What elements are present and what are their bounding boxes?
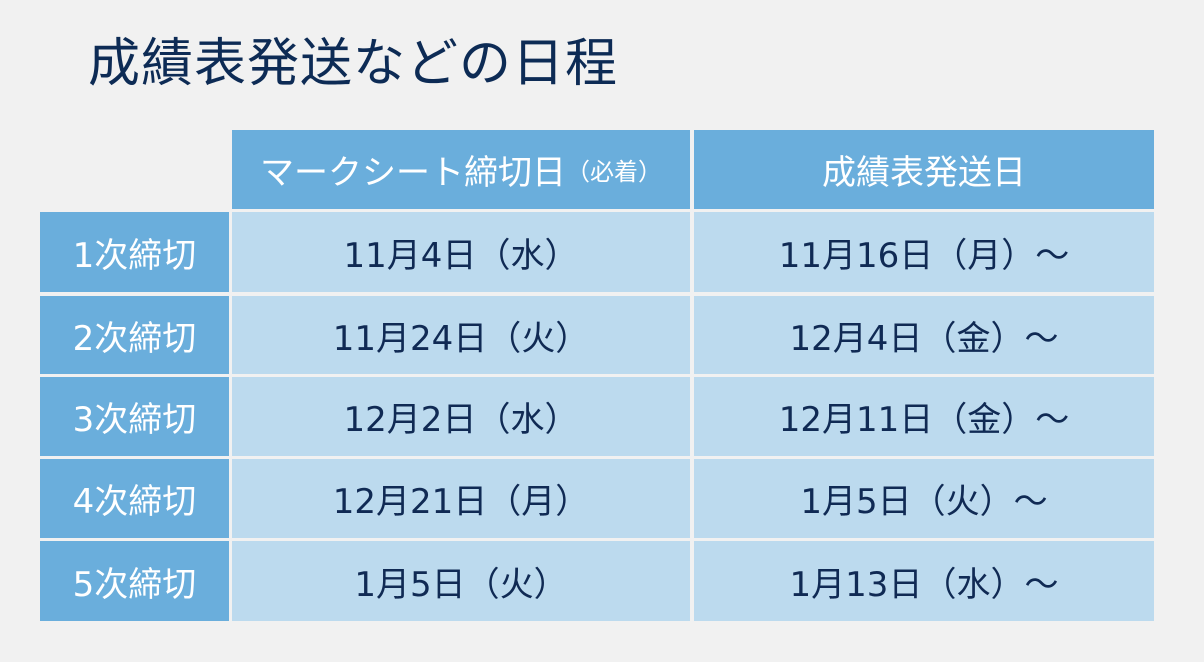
- ship-text: 12月11日（金）～: [778, 400, 1070, 440]
- deadline-cell: 11月4日（水）: [232, 212, 690, 292]
- header-deadline: マークシート締切日 （必着）: [232, 130, 690, 209]
- deadline-cell: 1月5日（火）: [232, 541, 690, 621]
- row-label-text: 2次締切: [72, 318, 197, 359]
- ship-cell: 1月5日（火）～: [694, 459, 1154, 538]
- header-deadline-note: （必着）: [566, 158, 662, 186]
- deadline-cell: 12月2日（水）: [232, 377, 690, 456]
- ship-text: 1月13日（水）～: [789, 564, 1059, 605]
- header-deadline-label: マークシート締切日: [260, 153, 566, 193]
- ship-cell: 1月13日（水）～: [694, 541, 1154, 621]
- ship-text: 1月5日（火）～: [800, 482, 1048, 522]
- row-label-text: 1次締切: [72, 235, 197, 276]
- deadline-text: 11月24日（火）: [332, 318, 590, 359]
- ship-cell: 11月16日（月）～: [694, 212, 1154, 292]
- deadline-cell: 11月24日（火）: [232, 296, 690, 374]
- header-ship-label: 成績表発送日: [822, 153, 1026, 193]
- row-label-text: 4次締切: [72, 482, 197, 522]
- row-label: 5次締切: [40, 541, 229, 621]
- deadline-text: 12月2日（水）: [343, 400, 579, 440]
- ship-cell: 12月4日（金）～: [694, 296, 1154, 374]
- row-label: 4次締切: [40, 459, 229, 538]
- header-ship: 成績表発送日: [694, 130, 1154, 209]
- row-label-text: 3次締切: [72, 400, 197, 440]
- row-label: 3次締切: [40, 377, 229, 456]
- ship-cell: 12月11日（金）～: [694, 377, 1154, 456]
- row-label-text: 5次締切: [72, 564, 197, 605]
- page-title: 成績表発送などの日程: [88, 34, 619, 94]
- row-label: 2次締切: [40, 296, 229, 374]
- ship-text: 12月4日（金）～: [789, 318, 1059, 359]
- deadline-text: 12月21日（月）: [332, 482, 590, 522]
- deadline-text: 11月4日（水）: [343, 235, 579, 276]
- row-label: 1次締切: [40, 212, 229, 292]
- ship-text: 11月16日（月）～: [778, 235, 1070, 276]
- deadline-cell: 12月21日（月）: [232, 459, 690, 538]
- deadline-text: 1月5日（火）: [354, 564, 568, 605]
